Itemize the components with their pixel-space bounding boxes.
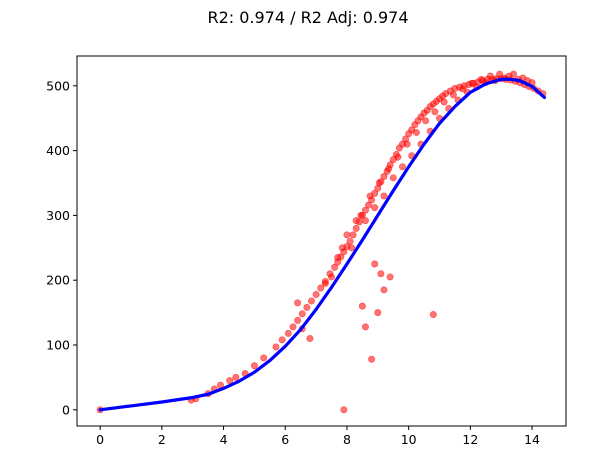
scatter-point xyxy=(361,323,369,331)
scatter-point xyxy=(412,128,420,136)
scatter-point xyxy=(371,204,379,212)
scatter-point xyxy=(380,192,388,200)
scatter-point xyxy=(331,263,339,271)
scatter-point xyxy=(328,273,336,281)
y-tick-label: 400 xyxy=(46,143,70,158)
scatter-point xyxy=(278,336,286,344)
scatter-point xyxy=(398,163,406,171)
scatter-point xyxy=(303,303,311,311)
scatter-point xyxy=(366,192,374,200)
plot-area xyxy=(96,70,547,414)
chart-title: R2: 0.974 / R2 Adj: 0.974 xyxy=(207,8,408,27)
x-tick-label: 0 xyxy=(96,432,104,447)
scatter-point xyxy=(385,165,393,173)
scatter-point xyxy=(352,217,360,225)
x-tick-label: 8 xyxy=(343,432,351,447)
scatter-point xyxy=(380,173,388,181)
y-tick-label: 0 xyxy=(62,402,70,417)
scatter-point xyxy=(365,201,373,209)
scatter-point xyxy=(289,323,297,331)
x-tick-label: 12 xyxy=(462,432,478,447)
scatter-point xyxy=(496,70,504,78)
scatter-point xyxy=(272,343,280,351)
scatter-point xyxy=(317,284,325,292)
scatter-point xyxy=(358,302,366,310)
scatter-point xyxy=(346,237,354,245)
scatter-point xyxy=(510,70,518,78)
scatter-point xyxy=(375,179,383,187)
x-tick-label: 4 xyxy=(220,432,228,447)
x-tick-label: 6 xyxy=(281,432,289,447)
scatter-point xyxy=(368,355,376,363)
scatter-point xyxy=(312,290,320,298)
scatter-point xyxy=(386,273,394,281)
scatter-point xyxy=(449,91,457,99)
scatter-point xyxy=(389,174,397,182)
scatter-point xyxy=(361,217,369,225)
scatter-point xyxy=(294,299,302,307)
plot-frame xyxy=(76,55,567,427)
scatter-point xyxy=(294,316,302,324)
y-axis: 0 100 200 300 400 500 xyxy=(46,78,77,417)
scatter-point xyxy=(321,279,329,287)
scatter-point xyxy=(374,309,382,317)
x-tick-label: 14 xyxy=(524,432,540,447)
scatter-point xyxy=(377,270,385,278)
scatter-point xyxy=(343,231,351,239)
scatter-point xyxy=(340,406,348,414)
scatter-point xyxy=(486,72,494,80)
scatter-point xyxy=(352,224,360,232)
scatter-point xyxy=(349,231,357,239)
scatter-point xyxy=(429,311,437,319)
scatter-point xyxy=(250,362,258,370)
scatter-point xyxy=(422,117,430,125)
y-tick-label: 100 xyxy=(46,338,70,353)
scatter-point xyxy=(394,153,402,161)
scatter-point xyxy=(260,354,268,362)
fit-line xyxy=(98,77,546,412)
scatter-point xyxy=(371,260,379,268)
scatter-point xyxy=(357,211,365,219)
scatter-point xyxy=(440,98,448,106)
scatter-point xyxy=(306,335,314,343)
scatter-point xyxy=(403,140,411,148)
scatter-point xyxy=(380,286,388,294)
x-tick-label: 10 xyxy=(401,432,417,447)
y-tick-label: 500 xyxy=(46,78,70,93)
scatter-point xyxy=(338,244,346,252)
y-tick-label: 200 xyxy=(46,273,70,288)
scatter-point xyxy=(307,297,315,305)
scatter-point xyxy=(232,373,240,381)
scatter-point xyxy=(468,79,476,87)
x-tick-label: 2 xyxy=(158,432,166,447)
scatter-point xyxy=(431,108,439,116)
scatter-point xyxy=(361,206,369,214)
x-axis: 0 2 4 6 8 10 12 14 xyxy=(96,426,540,447)
scatter-point xyxy=(298,310,306,318)
scatter-point xyxy=(284,329,292,337)
scatter-point xyxy=(348,244,356,252)
y-tick-label: 300 xyxy=(46,208,70,223)
scatter-point xyxy=(334,254,342,262)
